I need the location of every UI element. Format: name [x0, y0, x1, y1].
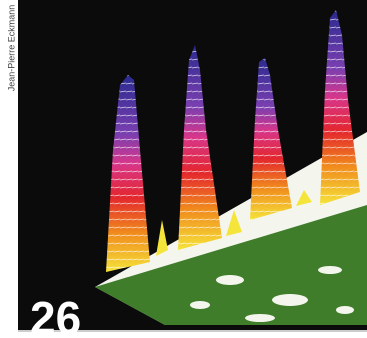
credit: Jean-Pierre Eckmann	[6, 5, 16, 92]
page-number: 26	[30, 292, 81, 338]
peaks	[106, 10, 360, 272]
plane-patches	[190, 266, 354, 322]
